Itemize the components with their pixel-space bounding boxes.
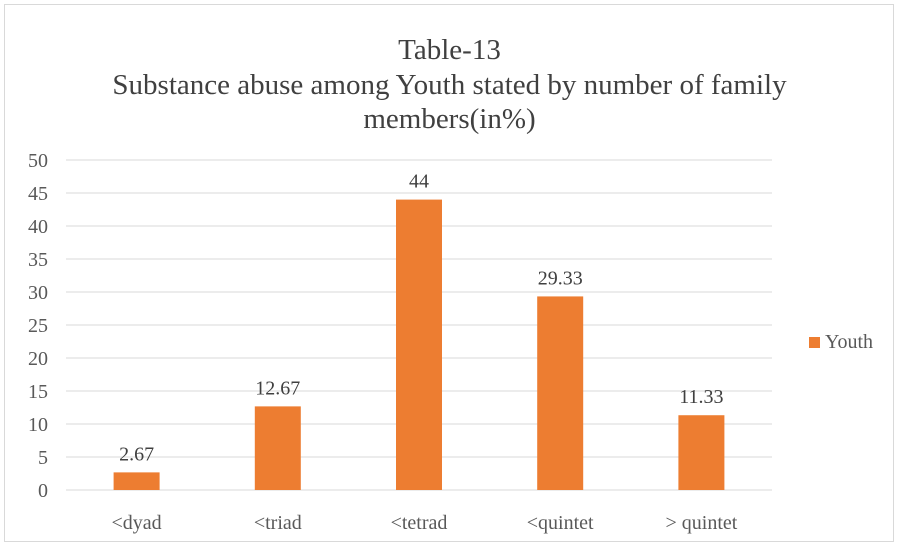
legend-swatch-youth xyxy=(809,337,820,348)
data-label: 2.67 xyxy=(119,443,154,465)
y-tick-label: 35 xyxy=(28,249,48,271)
legend: Youth xyxy=(809,331,873,354)
y-tick-label: 10 xyxy=(28,414,48,436)
data-label: 44 xyxy=(409,171,429,193)
y-tick-label: 20 xyxy=(28,348,48,370)
bar xyxy=(537,296,584,490)
chart-subtitle-line-2: members(in%) xyxy=(363,103,536,135)
y-tick-label: 50 xyxy=(28,150,48,172)
bar xyxy=(396,199,442,490)
y-tick-label: 40 xyxy=(28,216,48,238)
legend-label-youth: Youth xyxy=(825,331,873,353)
y-tick-label: 30 xyxy=(28,282,48,304)
x-tick-label: > quintet xyxy=(665,512,737,534)
bar xyxy=(254,406,301,490)
y-tick-label: 45 xyxy=(28,183,48,205)
bar xyxy=(113,472,160,490)
chart-area xyxy=(4,4,894,542)
data-label: 12.67 xyxy=(255,377,300,399)
data-label: 29.33 xyxy=(538,267,583,289)
bar xyxy=(678,415,725,490)
y-tick-label: 25 xyxy=(28,315,48,337)
chart-title: Table-13 xyxy=(398,34,501,66)
y-tick-label: 5 xyxy=(38,447,48,469)
y-tick-label: 15 xyxy=(28,381,48,403)
y-tick-label: 0 xyxy=(38,480,48,502)
x-tick-label: <quintet xyxy=(527,512,594,534)
x-tick-label: <triad xyxy=(254,512,302,534)
data-label: 11.33 xyxy=(679,386,723,408)
chart-subtitle-line-1: Substance abuse among Youth stated by nu… xyxy=(112,69,787,101)
x-tick-label: <dyad xyxy=(112,512,162,534)
x-tick-label: <tetrad xyxy=(391,512,448,534)
